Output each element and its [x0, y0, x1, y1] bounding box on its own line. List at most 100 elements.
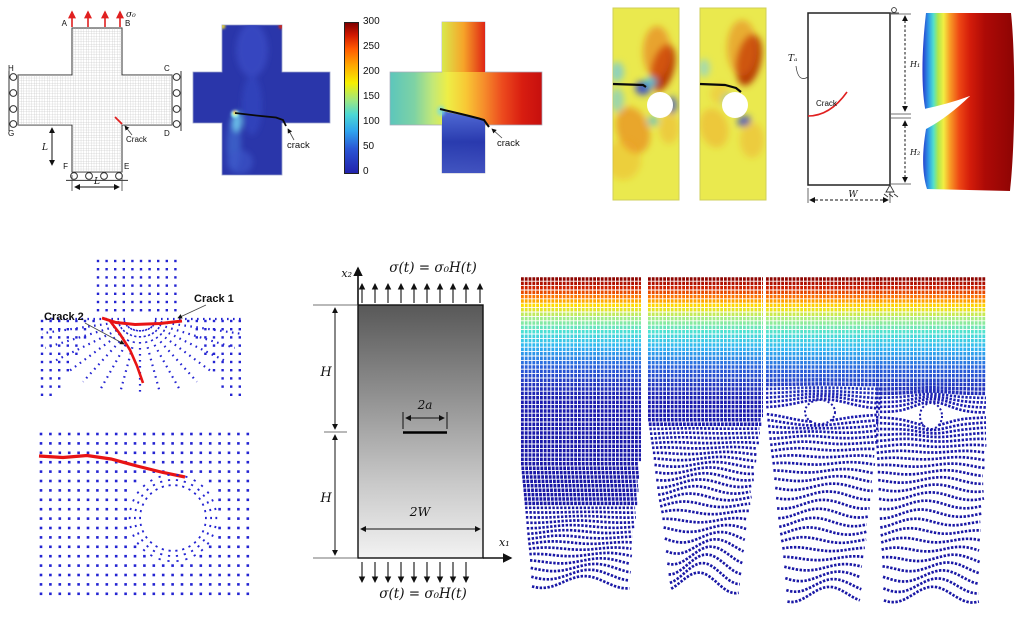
particle-row — [527, 534, 633, 541]
particle-row — [785, 577, 862, 594]
particle-row — [662, 516, 748, 524]
particle-row — [878, 491, 985, 502]
particle-row — [657, 484, 751, 497]
displacement-contour-rainbow: crack — [389, 21, 543, 174]
particle-row — [659, 500, 751, 509]
crack-wedge — [924, 96, 970, 130]
crack-line — [439, 108, 490, 128]
top-load-arrows — [358, 283, 484, 303]
top-load-label: σ(t) = σ₀H(t) — [389, 260, 476, 276]
deformed-particle-panel-1 — [521, 277, 641, 590]
plate-loading-schematic: x₂ σ(t) = σ₀H(t) H H 2a 2W x₁ σ(t) = σ₀H… — [313, 260, 513, 602]
particle-row — [766, 382, 881, 387]
particle-row — [775, 490, 872, 502]
crack-line — [807, 91, 848, 117]
corner-c: C — [164, 64, 170, 73]
crack-line — [38, 453, 186, 479]
particle-row — [649, 427, 760, 431]
colorbar-tick: 300 — [363, 16, 380, 27]
corner-b: B — [125, 19, 130, 28]
support-symbols — [883, 7, 899, 198]
particle-row — [876, 455, 985, 462]
particle-row — [876, 389, 986, 396]
hole-ring-particles — [127, 472, 219, 564]
particle-row — [765, 389, 882, 395]
particle-plot-hole — [38, 432, 250, 596]
crack1-line — [101, 316, 183, 327]
crack-line — [612, 82, 647, 88]
particle-row — [882, 569, 979, 586]
crack2-label: Crack 2 — [44, 311, 84, 323]
corner-a: A — [62, 19, 68, 28]
particle-row — [779, 526, 869, 536]
particle-row — [649, 431, 760, 436]
particle-row — [530, 568, 630, 582]
particle-row — [876, 449, 985, 455]
particle-row — [668, 553, 742, 576]
particle-dots — [39, 432, 250, 596]
dim-h2: H₂ — [909, 148, 920, 157]
particle-row — [652, 445, 758, 450]
crack-label: crack — [497, 138, 520, 149]
crack-label: Crack — [126, 135, 148, 144]
crack1-pointer — [177, 304, 207, 319]
deformed-particle-panel-2 — [648, 277, 763, 595]
corner-h: H — [8, 64, 14, 73]
particle-row — [774, 482, 873, 493]
dim-l-vertical: L — [41, 143, 48, 153]
particle-row — [660, 508, 749, 516]
particle-row — [787, 585, 861, 604]
particle-row — [776, 498, 870, 511]
particle-row — [876, 386, 986, 391]
particle-row — [767, 418, 881, 427]
particle-row — [773, 467, 874, 475]
particle-row — [669, 561, 741, 586]
dim-h-bottom: H — [319, 491, 332, 506]
thermal-contour-plot — [922, 13, 1015, 191]
particle-row — [767, 423, 879, 430]
hole — [807, 402, 833, 422]
x1-axis-label: x₁ — [499, 536, 510, 549]
crack2-line — [108, 320, 145, 384]
particle-row — [651, 440, 760, 445]
thermal-specimen-diagram: Tₐ Crack H₁ H₂ W — [788, 7, 920, 203]
particle-row — [876, 395, 986, 404]
bottom-load-arrows — [358, 562, 470, 583]
deformed-particle-panel-3 — [765, 277, 882, 604]
particle-row — [882, 561, 981, 575]
particle-plot-two-cracks: Crack 1 Crack 2 — [40, 259, 241, 396]
colorbar-tick: 250 — [363, 41, 380, 52]
colorbar-tick: 100 — [363, 116, 380, 127]
particle-row — [666, 545, 743, 566]
crack-pointer — [124, 125, 133, 136]
crack1-label: Crack 1 — [194, 293, 234, 305]
corner-f: F — [63, 162, 68, 171]
colorbar-tick: 150 — [363, 91, 380, 102]
particle-row — [881, 545, 980, 553]
stress-lobes — [613, 26, 679, 180]
dimension-lines: H₁ H₂ W — [807, 13, 920, 203]
hole — [647, 92, 673, 118]
particle-row — [771, 454, 875, 459]
crack-line — [234, 112, 287, 127]
particle-row — [875, 415, 987, 427]
load-arrows — [68, 10, 124, 27]
crack-pointer — [287, 128, 295, 141]
particle-row — [778, 507, 869, 520]
particle-row — [525, 514, 636, 519]
particle-row — [529, 556, 631, 566]
specimen-body — [807, 12, 891, 186]
particle-row — [665, 537, 745, 555]
cruciform-mesh-diagram: σ₀ A B H C G D F E L L Crack — [8, 10, 182, 191]
crack-label: crack — [287, 140, 310, 151]
particle-row — [879, 499, 983, 511]
particle-row — [876, 437, 987, 443]
particle-row — [880, 536, 982, 544]
colorbar-gradient — [344, 22, 359, 174]
particle-row — [656, 471, 754, 482]
particle-row — [881, 553, 981, 564]
particle-row — [770, 440, 878, 447]
particle-row — [770, 446, 877, 453]
particle-row — [650, 435, 759, 440]
